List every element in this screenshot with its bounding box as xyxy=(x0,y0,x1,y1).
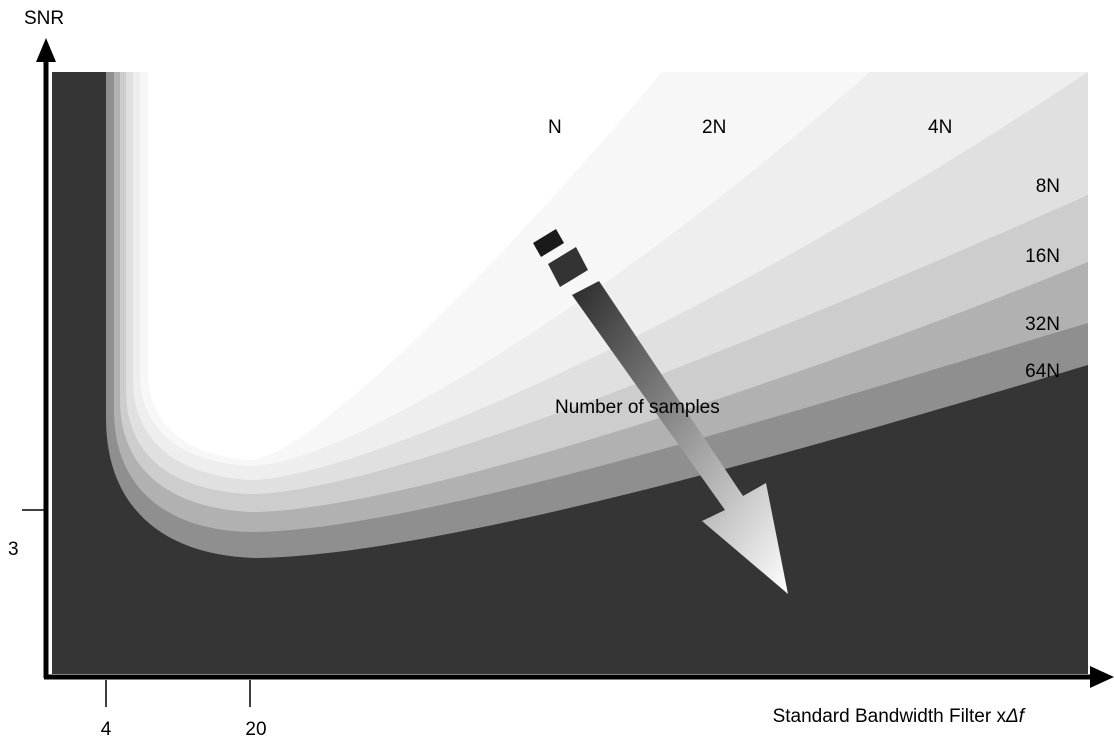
y-tick-label-3: 3 xyxy=(8,539,19,560)
samples-arrow-body xyxy=(572,281,788,594)
region-labels: N 2N 4N 8N 16N 32N 64N xyxy=(548,117,1060,382)
samples-arrow-dash-2 xyxy=(548,247,588,287)
region-label-2n: 2N xyxy=(702,117,726,138)
x-axis-label-text: Standard Bandwidth Filter x xyxy=(773,706,1007,727)
x-tick-label-20: 20 xyxy=(245,719,266,740)
x-tick-label-4: 4 xyxy=(101,719,112,740)
region-label-16n: 16N xyxy=(1025,246,1060,267)
region-label-64n: 64N xyxy=(1025,361,1060,382)
x-axis-label: Standard Bandwidth Filter xΔf xyxy=(773,706,1026,727)
region-label-n: N xyxy=(548,117,562,138)
x-axis-arrowhead xyxy=(1090,666,1114,688)
arrow-label: Number of samples xyxy=(555,397,720,418)
region-n xyxy=(148,72,662,460)
y-axis-arrowhead xyxy=(36,38,56,62)
samples-arrow-dash-1 xyxy=(533,229,564,257)
region-label-4n: 4N xyxy=(928,117,952,138)
x-axis-label-symbol: Δf xyxy=(1005,706,1026,727)
axes xyxy=(22,56,1096,707)
y-axis-label: SNR xyxy=(24,8,64,29)
region-label-32n: 32N xyxy=(1025,314,1060,335)
region-label-8n: 8N xyxy=(1036,176,1060,197)
samples-arrow xyxy=(533,229,788,594)
